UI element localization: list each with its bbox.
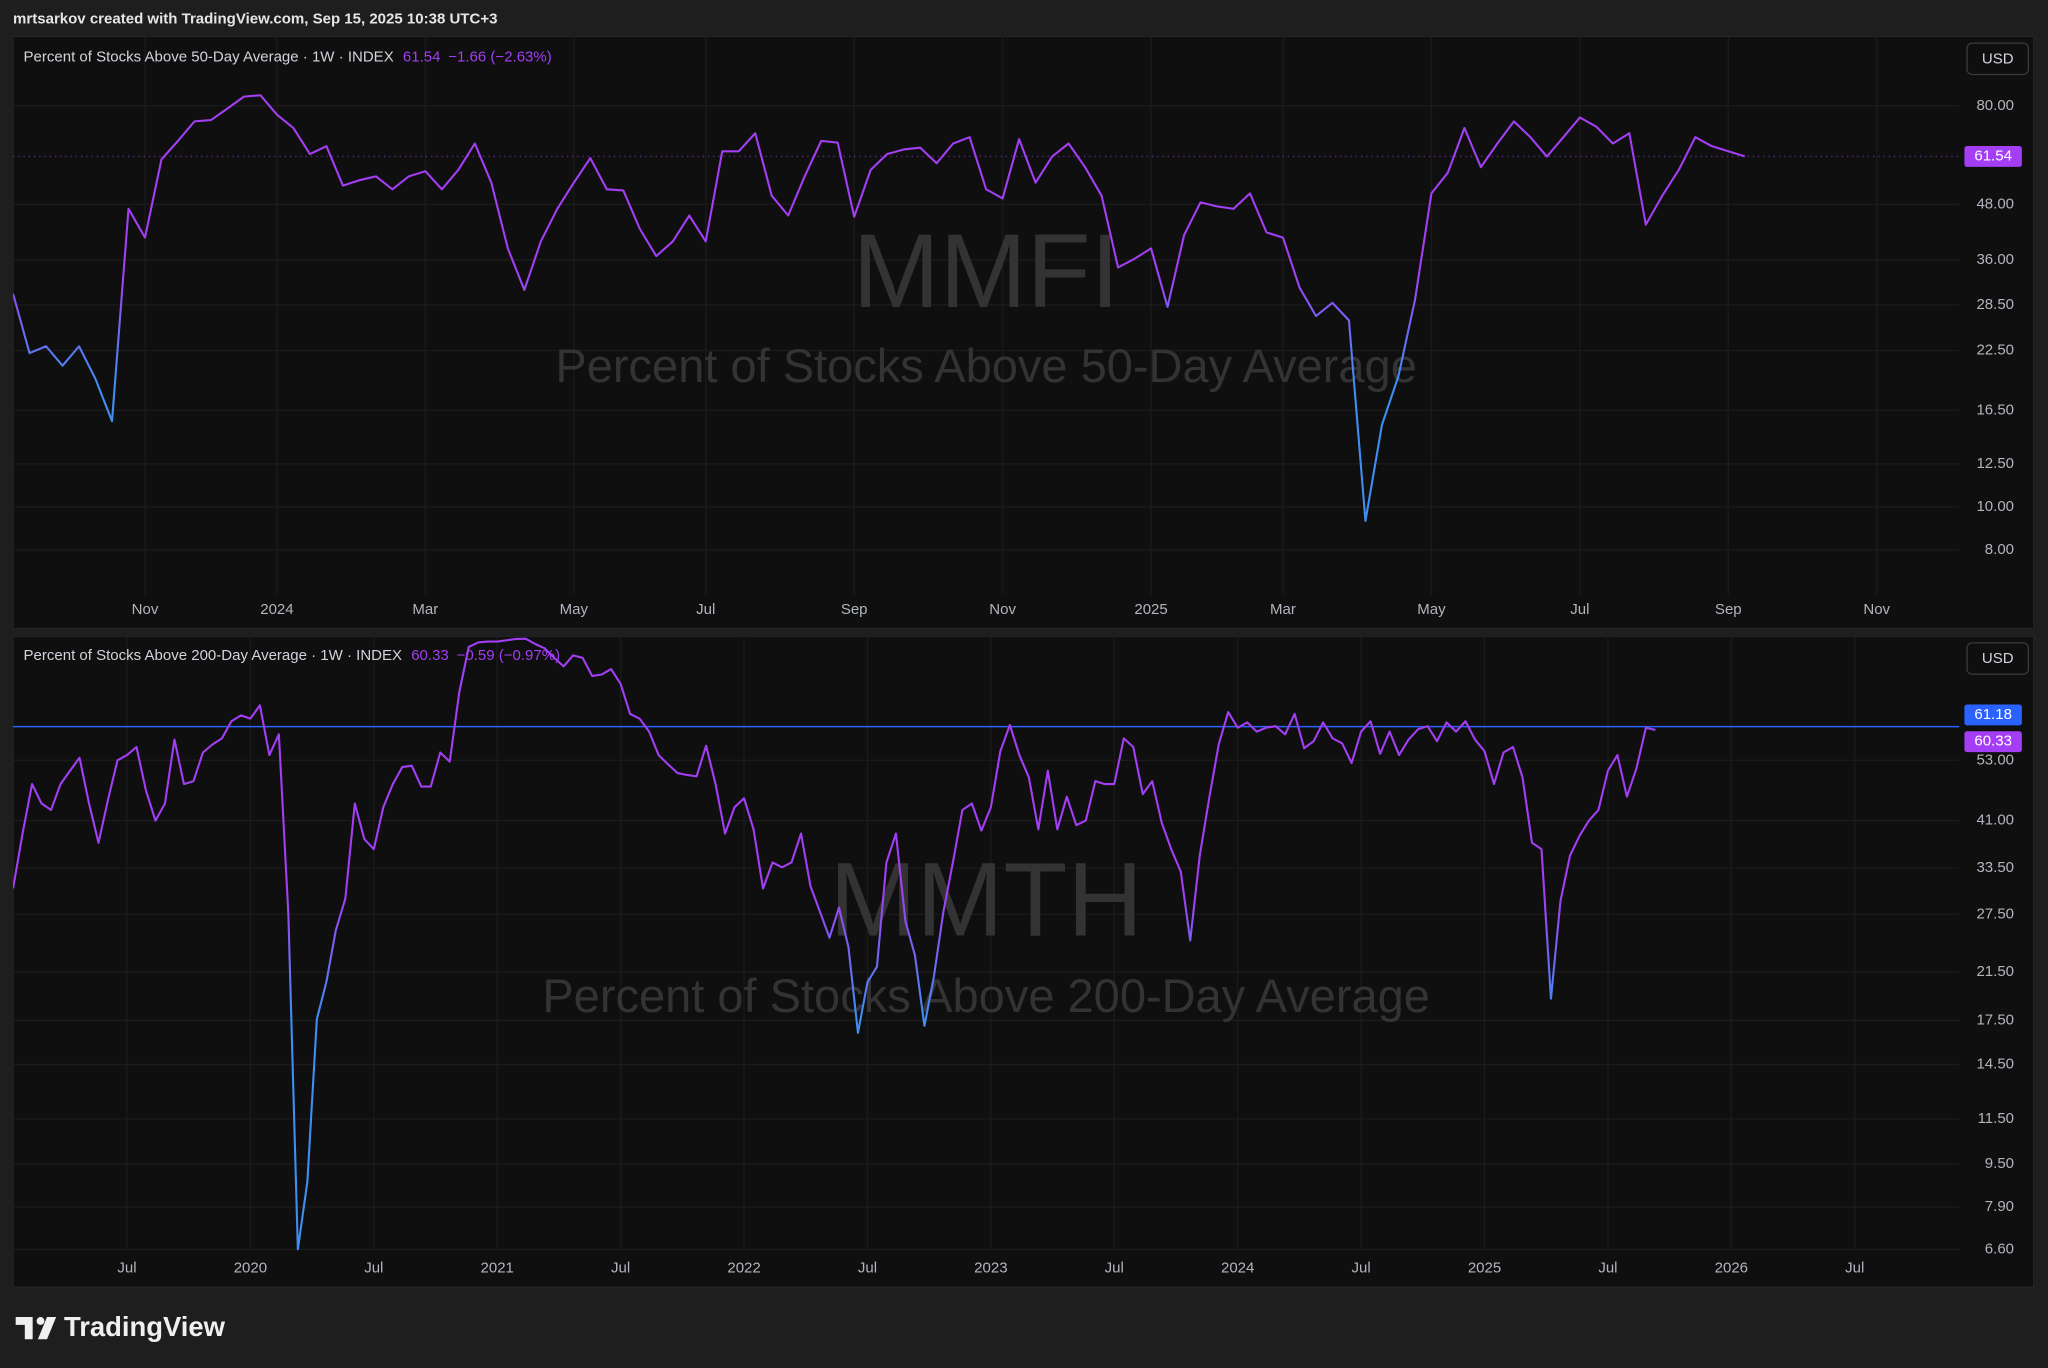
legend-last-value: 60.33	[411, 647, 449, 664]
x-tick-label: Jul	[858, 1260, 877, 1277]
series-title: Percent of Stocks Above 200-Day Average …	[24, 647, 403, 664]
x-tick-label: Mar	[1270, 601, 1296, 618]
y-tick-label: 80.00	[1976, 97, 2014, 114]
x-tick-label: 2022	[727, 1260, 760, 1277]
legend-change: −1.66 (−2.63%)	[448, 48, 551, 65]
y-tick-label: 48.00	[1976, 195, 2014, 212]
y-tick-label: 41.00	[1976, 812, 2014, 829]
x-tick-label: 2020	[234, 1260, 267, 1277]
currency-box	[1966, 42, 2030, 76]
logo-dot	[36, 1317, 45, 1325]
logo-slash	[37, 1317, 57, 1340]
y-tick-label: 14.50	[1976, 1056, 2014, 1073]
y-tick-label: 53.00	[1976, 751, 2014, 768]
series-title: Percent of Stocks Above 50-Day Average ·…	[24, 48, 394, 65]
y-tick-label: 28.50	[1976, 296, 2014, 313]
y-tick-label: 8.00	[1985, 541, 2014, 558]
y-tick-label: 16.50	[1976, 401, 2014, 418]
x-tick-label: 2025	[1468, 1260, 1501, 1277]
x-tick-label: 2021	[481, 1260, 514, 1277]
legend-change: −0.59 (−0.97%)	[457, 647, 560, 664]
x-tick-label: Mar	[412, 601, 438, 618]
last-value-box	[1964, 145, 2022, 167]
currency-label: USD	[1982, 50, 2014, 67]
y-tick-label: 11.50	[1978, 1110, 2014, 1127]
x-tick-label: Jul	[1570, 601, 1589, 618]
y-tick-label: 12.50	[1976, 455, 2014, 472]
x-tick-label: Sep	[1715, 601, 1742, 618]
price-line-label: 61.18	[1974, 706, 2012, 723]
x-tick-label: Jul	[1598, 1260, 1617, 1277]
last-value-label: 60.33	[1974, 733, 2012, 750]
watermark-symbol: MMFI	[853, 213, 1120, 330]
x-tick-label: Jul	[364, 1260, 383, 1277]
x-tick-label: Nov	[1863, 601, 1890, 618]
watermark-description: Percent of Stocks Above 200-Day Average	[542, 969, 1430, 1022]
y-tick-label: 33.50	[1976, 859, 2014, 876]
y-tick-label: 17.50	[1976, 1011, 2014, 1028]
series-line	[13, 94, 1746, 522]
x-tick-label: Nov	[132, 601, 159, 618]
logo-mark	[15, 1317, 33, 1340]
y-tick-label: 36.00	[1976, 251, 2014, 268]
y-tick-label: 7.90	[1985, 1198, 2014, 1215]
x-tick-label: Jul	[696, 601, 715, 618]
currency-box	[1966, 642, 2030, 675]
last-value-label: 61.54	[1974, 147, 2012, 164]
x-tick-label: May	[560, 601, 589, 618]
x-tick-label: Nov	[989, 601, 1016, 618]
chart-panel	[12, 635, 2035, 1288]
x-tick-label: 2025	[1134, 601, 1167, 618]
currency-label: USD	[1982, 650, 2014, 667]
x-tick-label: 2023	[974, 1260, 1007, 1277]
y-tick-label: 6.60	[1985, 1240, 2014, 1257]
last-value-box	[1964, 731, 2022, 753]
header-text: mrtsarkov created with TradingView.com, …	[13, 11, 497, 28]
x-tick-label: Jul	[1105, 1260, 1124, 1277]
x-tick-label: Jul	[611, 1260, 630, 1277]
watermark-symbol: MMTH	[829, 842, 1142, 959]
y-tick-label: 22.50	[1976, 341, 2014, 358]
y-tick-label: 9.50	[1985, 1155, 2014, 1172]
legend-last-value: 61.54	[403, 48, 441, 65]
x-tick-label: Sep	[841, 601, 868, 618]
watermark-description: Percent of Stocks Above 50-Day Average	[555, 339, 1416, 392]
x-tick-label: Jul	[117, 1260, 136, 1277]
x-tick-label: 2024	[1221, 1260, 1254, 1277]
tradingview-logo	[15, 1317, 57, 1340]
y-tick-label: 21.50	[1976, 963, 2014, 980]
y-tick-label: 27.50	[1976, 905, 2014, 922]
x-tick-label: Jul	[1352, 1260, 1371, 1277]
series-line	[13, 637, 1656, 1251]
footer-brand: TradingView	[64, 1311, 226, 1342]
x-tick-label: 2026	[1715, 1260, 1748, 1277]
y-tick-label: 10.00	[1976, 498, 2014, 515]
x-tick-label: 2024	[260, 601, 293, 618]
price-line-box	[1964, 704, 2022, 726]
x-tick-label: May	[1417, 601, 1446, 618]
chart-panel	[12, 36, 2035, 629]
x-tick-label: Jul	[1845, 1260, 1864, 1277]
